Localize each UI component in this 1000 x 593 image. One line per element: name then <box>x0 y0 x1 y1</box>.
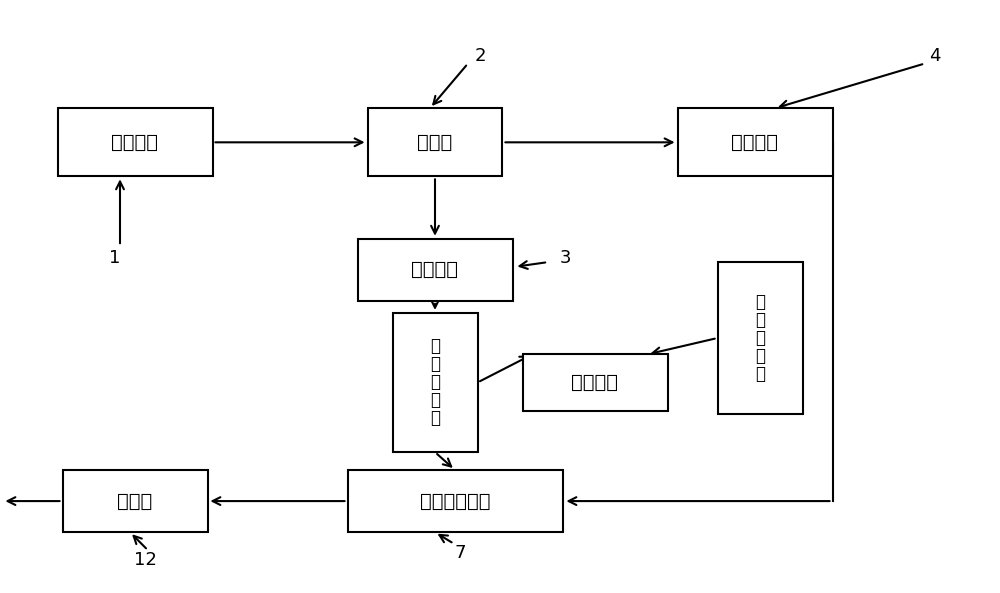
Text: 发射装置: 发射装置 <box>112 133 158 152</box>
Text: 内
光
路
信
号: 内 光 路 信 号 <box>430 337 440 428</box>
Text: 2: 2 <box>474 47 486 65</box>
Bar <box>392 313 478 452</box>
Text: 7: 7 <box>454 544 466 562</box>
Text: 混合信号: 混合信号 <box>572 373 618 392</box>
Text: 1: 1 <box>109 249 121 267</box>
Bar <box>522 355 668 410</box>
Bar <box>348 470 562 533</box>
Bar <box>678 109 832 177</box>
Text: 12: 12 <box>134 551 156 569</box>
Bar <box>358 239 512 301</box>
Bar <box>718 263 802 414</box>
Text: 液晶光阀: 液晶光阀 <box>412 260 458 279</box>
Text: 光电转换装置: 光电转换装置 <box>420 492 490 511</box>
Text: 被测物体: 被测物体 <box>732 133 778 152</box>
Text: 外
光
路
信
号: 外 光 路 信 号 <box>755 293 765 383</box>
Text: 分光片: 分光片 <box>417 133 453 152</box>
Text: 4: 4 <box>929 47 941 65</box>
Text: 3: 3 <box>559 249 571 267</box>
Bar <box>63 470 208 533</box>
Bar <box>58 109 213 177</box>
Bar <box>368 109 502 177</box>
Text: 鉴相器: 鉴相器 <box>117 492 153 511</box>
